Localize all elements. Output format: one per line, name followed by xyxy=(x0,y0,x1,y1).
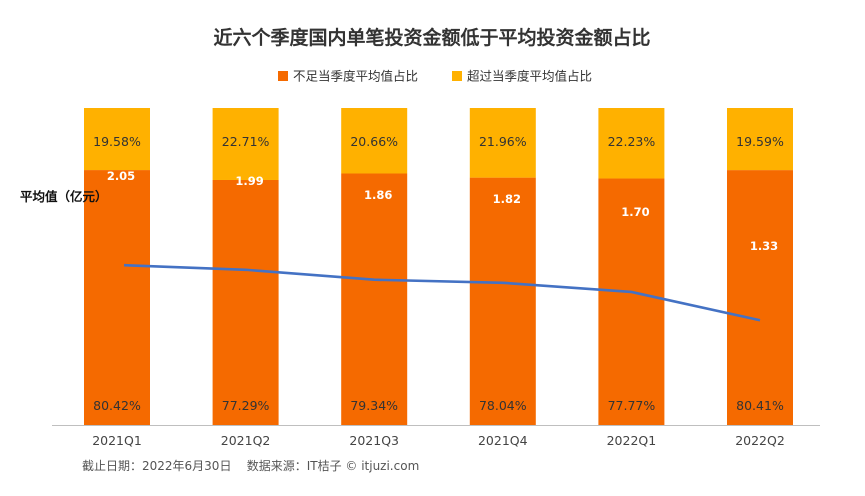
bars xyxy=(84,108,793,425)
average-line-path xyxy=(123,263,761,322)
bar-label-above-average-2021Q3: 20.66% xyxy=(350,134,398,149)
average-line-series-name: 平均值（亿元） xyxy=(20,189,108,204)
legend-swatch-1 xyxy=(278,71,288,81)
bar-above-average-2021Q1 xyxy=(84,108,150,171)
x-tick-label-2022Q2: 2022Q2 xyxy=(735,433,785,448)
legend-swatch-2 xyxy=(452,71,462,81)
bar-below-average-2021Q3 xyxy=(341,173,408,425)
bar-below-average-2022Q2 xyxy=(727,170,793,425)
bar-label-above-average-2021Q1: 19.58% xyxy=(93,134,141,149)
bar-labels: 80.42% 19.58% 77.29% 22.71% 79.34% 20.66% 78.0… xyxy=(93,134,784,413)
average-value-label-2021Q2: 1.99 xyxy=(235,174,263,188)
bar-label-above-average-2022Q1: 22.23% xyxy=(608,134,656,149)
bar-label-below-average-2021Q3: 79.34% xyxy=(350,398,398,413)
bar-above-average-2021Q4 xyxy=(469,108,536,178)
average-value-label-2021Q1: 2.05 xyxy=(107,169,135,183)
bar-label-above-average-2021Q4: 21.96% xyxy=(479,134,527,149)
legend-label-1: 不足当季度平均值占比 xyxy=(293,69,418,84)
average-value-label-2021Q4: 1.82 xyxy=(493,192,521,206)
average-value-label-2022Q1: 1.70 xyxy=(621,205,649,219)
bar-label-above-average-2021Q2: 22.71% xyxy=(222,134,270,149)
bar-label-below-average-2022Q2: 80.41% xyxy=(736,398,784,413)
x-axis: 2021Q1 2021Q2 2021Q3 2021Q4 2022Q1 2022Q2 xyxy=(52,425,820,448)
bar-label-below-average-2022Q1: 77.77% xyxy=(608,398,656,413)
x-tick-label-2022Q1: 2022Q1 xyxy=(607,433,657,448)
bar-below-average-2021Q4 xyxy=(469,177,536,425)
bar-label-above-average-2022Q2: 19.59% xyxy=(736,134,784,149)
bar-below-average-2022Q1 xyxy=(598,178,665,425)
x-tick-label-2021Q2: 2021Q2 xyxy=(221,433,271,448)
chart-title: 近六个季度国内单笔投资金额低于平均投资金额占比 xyxy=(213,26,650,49)
bar-label-below-average-2021Q4: 78.04% xyxy=(479,398,527,413)
average-line xyxy=(123,263,761,322)
x-tick-label-2021Q3: 2021Q3 xyxy=(349,433,399,448)
legend: 不足当季度平均值占比 超过当季度平均值占比 xyxy=(278,69,592,84)
bar-above-average-2021Q2 xyxy=(212,108,279,180)
legend-label-2: 超过当季度平均值占比 xyxy=(467,69,592,84)
average-value-label-2022Q2: 1.33 xyxy=(750,239,778,253)
bar-below-average-2021Q1 xyxy=(84,170,150,425)
bar-below-average-2021Q2 xyxy=(212,179,279,425)
x-tick-label-2021Q4: 2021Q4 xyxy=(478,433,528,448)
bar-above-average-2021Q3 xyxy=(341,108,408,174)
bar-label-below-average-2021Q1: 80.42% xyxy=(93,398,141,413)
footer-note: 截止日期：2022年6月30日 数据来源：IT桔子 © itjuzi.com xyxy=(82,458,419,473)
average-value-label-2021Q3: 1.86 xyxy=(364,188,392,202)
average-line-labels: 2.05 1.99 1.86 1.82 1.70 1.33 xyxy=(107,169,778,253)
x-tick-label-2021Q1: 2021Q1 xyxy=(92,433,142,448)
bar-label-below-average-2021Q2: 77.29% xyxy=(222,398,270,413)
bar-above-average-2022Q1 xyxy=(598,108,665,179)
bar-above-average-2022Q2 xyxy=(727,108,793,171)
